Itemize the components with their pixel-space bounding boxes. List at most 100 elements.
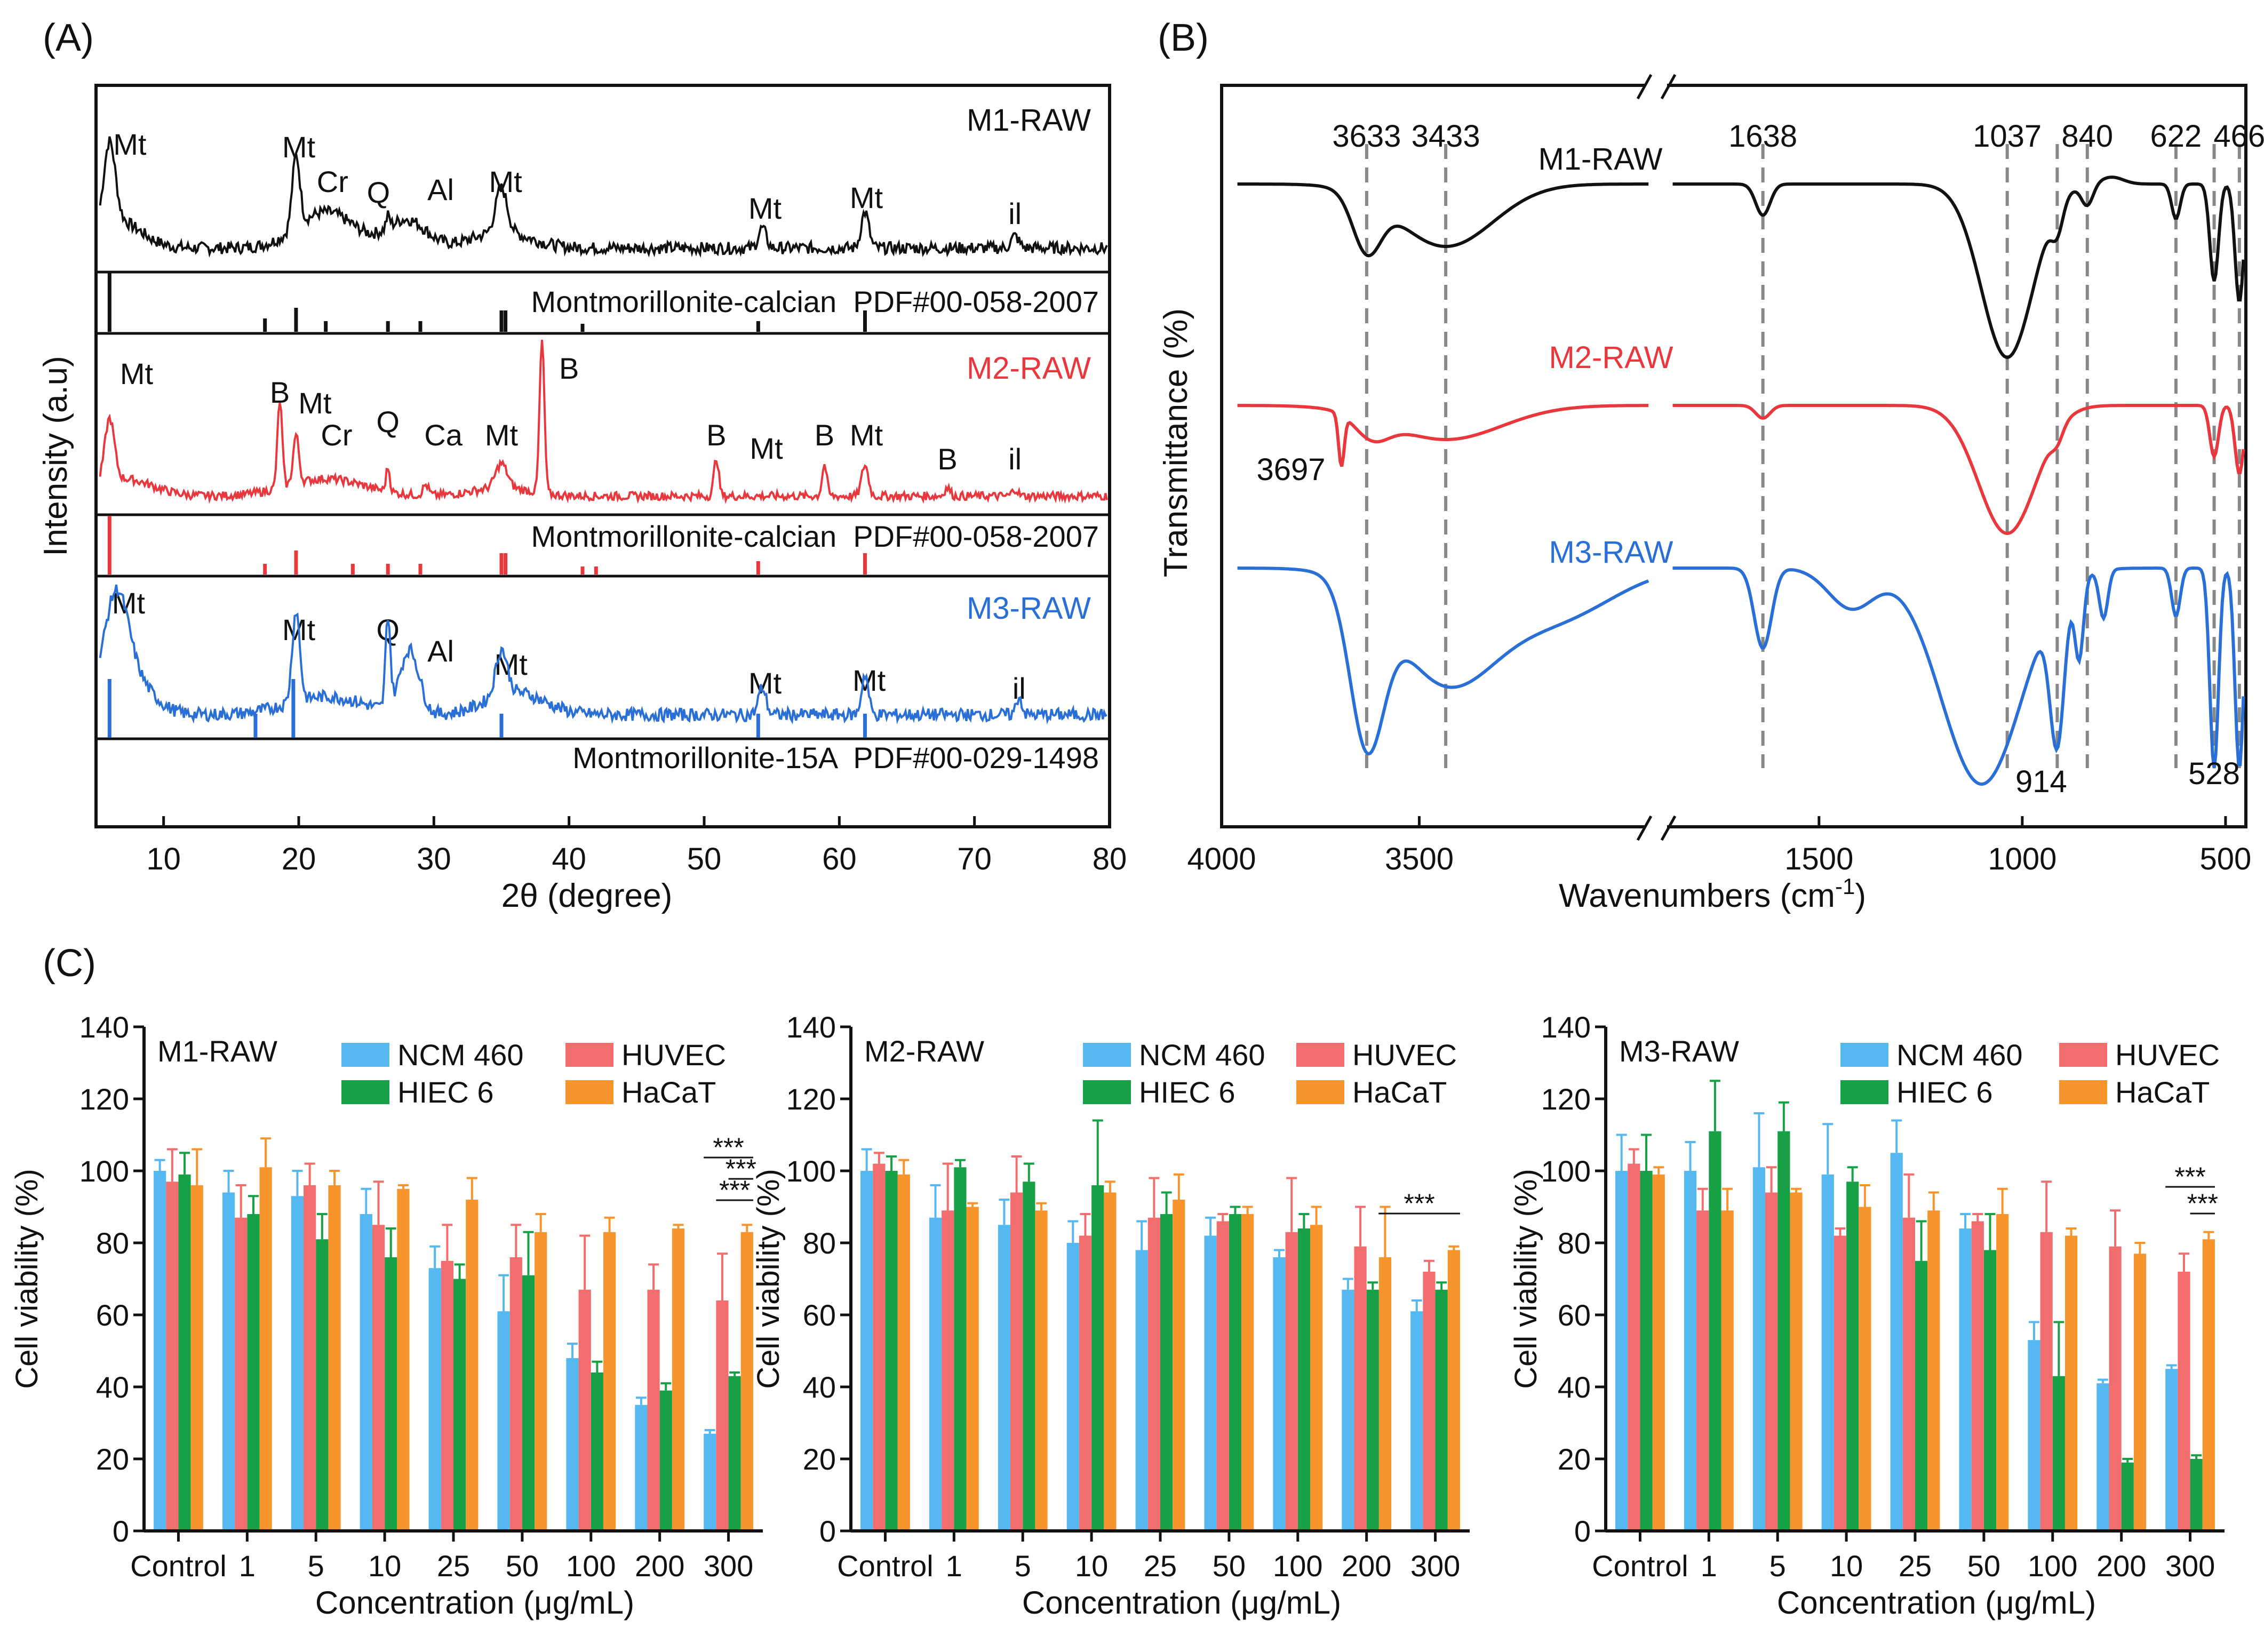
peak-label: Mt <box>495 648 528 681</box>
x-tick-label: 1 <box>239 1549 256 1583</box>
m2-reference-label: Montmorillonite-calcian PDF#00-058-2007 <box>531 520 1099 553</box>
bar <box>1628 1163 1640 1531</box>
y-tick-label: 0 <box>1574 1514 1591 1548</box>
legend-swatch <box>565 1043 613 1067</box>
m2-raw-bar-chart: 0 20 40 60 80 100 120 140 Cell viability (%) Cont… <box>751 1010 1470 1621</box>
panel-b-x-ticks: 4000 3500 1500 1000 500 <box>1187 816 2251 876</box>
x-tick-label: 25 <box>437 1549 470 1583</box>
legend-swatch <box>2059 1080 2107 1104</box>
legend-swatch <box>1840 1043 1888 1067</box>
x-tick-label: 300 <box>2165 1549 2215 1583</box>
x-tick-label: Control <box>130 1549 227 1583</box>
bar <box>1615 1171 1628 1531</box>
band-label: 3433 <box>1412 119 1480 154</box>
bar <box>1777 1131 1790 1531</box>
peak-label: Q <box>376 613 400 647</box>
x-tick-label: 1000 <box>1988 842 2056 876</box>
bar <box>509 1257 522 1531</box>
x-tick-label: 40 <box>552 842 586 876</box>
peak-label: Mt <box>748 191 782 225</box>
axis-break-mark <box>1636 74 1653 100</box>
m3-raw-label: M3-RAW <box>1549 535 1673 570</box>
axis-break-mark <box>1660 74 1677 100</box>
x-tick-label: 10 <box>368 1549 401 1583</box>
peak-label: Cr <box>317 165 348 198</box>
peak-label: Mt <box>113 127 147 161</box>
panel-a-xlabel: 2θ (degree) <box>501 877 673 914</box>
c-xlabel: Concentration (μg/mL) <box>1777 1585 2096 1621</box>
bar <box>1079 1235 1092 1531</box>
peak-label: Ca <box>424 418 463 452</box>
peak-label: il <box>1008 197 1022 230</box>
bar <box>397 1188 410 1531</box>
bar <box>1423 1272 1436 1531</box>
significance-mark: *** <box>2174 1162 2205 1192</box>
x-tick-label: 5 <box>308 1549 324 1583</box>
band-label: 1037 <box>1973 119 2042 154</box>
x-tick-label: 3500 <box>1385 842 1454 876</box>
bar <box>1104 1192 1117 1531</box>
y-tick-label: 40 <box>803 1370 836 1404</box>
band-label: 3633 <box>1332 119 1401 154</box>
bar <box>591 1372 603 1531</box>
bar <box>1927 1210 1940 1531</box>
chart-title: M2-RAW <box>864 1034 984 1068</box>
m1-raw-label: M1-RAW <box>1538 142 1662 177</box>
panel-b-frame <box>1220 84 2247 828</box>
legend-label: HaCaT <box>2115 1075 2210 1109</box>
legend-swatch <box>1083 1080 1131 1104</box>
m1-raw-label: M1-RAW <box>967 103 1091 138</box>
legend-swatch <box>2059 1043 2107 1067</box>
legend-label: HaCaT <box>1352 1075 1447 1109</box>
legend-label: HaCaT <box>621 1075 716 1109</box>
bar <box>1447 1250 1460 1531</box>
bar <box>316 1239 329 1531</box>
bar <box>1890 1153 1903 1531</box>
significance-mark: *** <box>719 1175 750 1205</box>
y-tick-label: 40 <box>1558 1370 1591 1404</box>
bar <box>328 1185 341 1531</box>
c-ylabel: Cell viability (%) <box>1509 1169 1543 1389</box>
y-tick-label: 100 <box>79 1154 129 1188</box>
y-tick-label: 80 <box>803 1226 836 1260</box>
x-tick-label: 1500 <box>1784 842 1853 876</box>
bar <box>1410 1311 1423 1531</box>
y-tick-label: 60 <box>803 1298 836 1332</box>
bar <box>1173 1200 1185 1531</box>
c-ylabel: Cell viability (%) <box>751 1169 786 1389</box>
m3-reference-sticks <box>107 679 867 738</box>
bar <box>1696 1210 1709 1531</box>
peak-label: Q <box>367 175 390 209</box>
x-tick-label: 20 <box>282 842 316 876</box>
peak-label: il <box>1008 442 1022 476</box>
bar <box>222 1192 235 1531</box>
bar <box>929 1217 942 1531</box>
bar <box>1709 1131 1721 1531</box>
bar <box>1640 1171 1653 1531</box>
significance-mark: *** <box>1404 1188 1434 1218</box>
bar <box>1354 1246 1367 1531</box>
bar <box>497 1311 510 1531</box>
bar <box>2202 1239 2215 1531</box>
x-tick-label: 4000 <box>1187 842 1256 876</box>
c-xlabel: Concentration (μg/mL) <box>315 1585 634 1621</box>
bar <box>1833 1235 1847 1531</box>
bar <box>885 1171 898 1531</box>
band-guide-lines <box>1365 144 2241 768</box>
x-tick-label: 30 <box>417 842 451 876</box>
axis-break-mark <box>1660 815 1677 841</box>
bar <box>190 1185 203 1531</box>
x-tick-label: 50 <box>1967 1549 2000 1583</box>
bar <box>1996 1214 2009 1531</box>
m2-raw-label: M2-RAW <box>967 351 1091 386</box>
bar <box>1342 1289 1354 1531</box>
y-tick-label: 20 <box>803 1442 836 1476</box>
bar <box>1790 1192 1803 1531</box>
x-tick-label: 10 <box>146 842 181 876</box>
bar <box>1983 1250 1997 1531</box>
bar <box>704 1433 716 1531</box>
x-tick-label: 200 <box>635 1549 684 1583</box>
peak-label: Mt <box>485 418 519 452</box>
bar <box>1684 1171 1697 1531</box>
